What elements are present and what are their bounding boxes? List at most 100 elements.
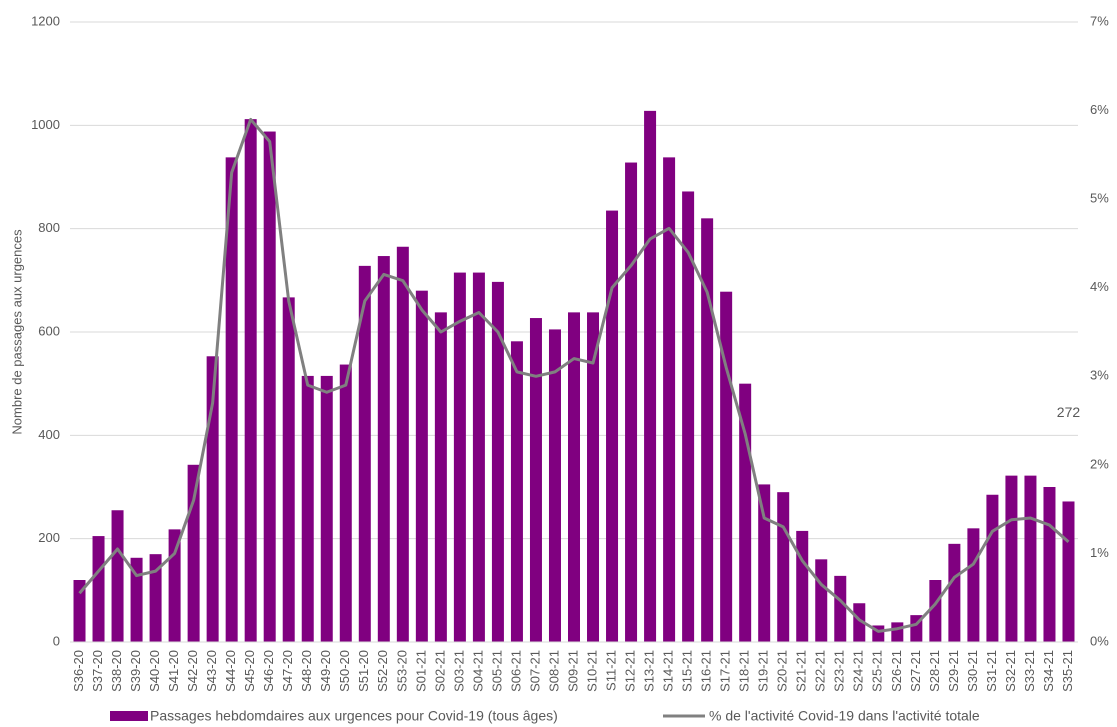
- bar: [491, 281, 504, 642]
- x-tick-label: S36-20: [71, 650, 86, 692]
- x-tick-label: S26-21: [889, 650, 904, 692]
- x-tick-label: S37-20: [90, 650, 105, 692]
- x-tick-label: S30-21: [965, 650, 980, 692]
- bar: [168, 529, 181, 642]
- bar: [777, 492, 790, 642]
- y-tick-label: 400: [38, 427, 60, 442]
- bar: [853, 603, 866, 642]
- x-tick-label: S25-21: [870, 650, 885, 692]
- x-tick-label: S01-21: [413, 650, 428, 692]
- x-tick-label: S27-21: [908, 650, 923, 692]
- x-tick-label: S35-21: [1060, 650, 1075, 692]
- x-tick-label: S04-21: [470, 650, 485, 692]
- bar: [377, 256, 390, 642]
- x-tick-label: S48-20: [299, 650, 314, 692]
- data-label: 272: [1057, 404, 1081, 420]
- x-tick-label: S43-20: [204, 650, 219, 692]
- x-tick-label: S31-21: [984, 650, 999, 692]
- bar: [415, 290, 428, 642]
- x-tick-label: S32-21: [1003, 650, 1018, 692]
- x-tick-label: S12-21: [622, 650, 637, 692]
- bar: [339, 364, 352, 642]
- x-tick-label: S11-21: [603, 650, 618, 691]
- x-tick-label: S29-21: [946, 650, 961, 692]
- bar: [92, 536, 105, 642]
- x-tick-label: S44-20: [223, 650, 238, 692]
- x-tick-label: S33-21: [1022, 650, 1037, 692]
- bar: [149, 554, 162, 642]
- bar: [986, 494, 999, 642]
- bar: [834, 575, 847, 642]
- y2-tick-label: 7%: [1090, 13, 1109, 28]
- x-tick-label: S10-21: [584, 650, 599, 692]
- bar: [606, 210, 619, 643]
- x-tick-label: S18-21: [737, 650, 752, 692]
- bar: [187, 464, 200, 642]
- y-tick-label: 800: [38, 220, 60, 235]
- x-tick-label: S20-21: [775, 650, 790, 692]
- y2-tick-label: 6%: [1090, 102, 1109, 117]
- bar: [434, 312, 447, 642]
- x-tick-label: S13-21: [642, 650, 657, 692]
- x-tick-label: S41-20: [166, 650, 181, 692]
- bar: [1062, 501, 1075, 642]
- x-tick-label: S53-20: [394, 650, 409, 692]
- x-tick-label: S42-20: [185, 650, 200, 692]
- bar: [358, 265, 371, 642]
- legend-swatch: [110, 711, 148, 721]
- x-tick-label: S19-21: [756, 650, 771, 692]
- y-tick-label: 1200: [31, 13, 60, 28]
- x-tick-label: S21-21: [794, 650, 809, 692]
- bar: [815, 559, 828, 642]
- bar: [644, 110, 657, 642]
- x-tick-label: S45-20: [242, 650, 257, 692]
- bar: [510, 341, 523, 642]
- bar: [967, 528, 980, 642]
- x-tick-label: S47-20: [280, 650, 295, 692]
- y2-tick-label: 2%: [1090, 456, 1109, 471]
- bar: [320, 375, 333, 642]
- y2-tick-label: 1%: [1090, 545, 1109, 560]
- bar: [1005, 475, 1018, 642]
- bar: [1024, 475, 1037, 642]
- y-axis-title: Nombre de passages aux urgences: [9, 229, 24, 435]
- x-tick-label: S28-21: [927, 650, 942, 692]
- bar: [587, 312, 600, 642]
- x-tick-label: S02-21: [432, 650, 447, 692]
- bar: [263, 131, 276, 643]
- x-tick-label: S38-20: [109, 650, 124, 692]
- y-tick-label: 600: [38, 323, 60, 338]
- y2-tick-label: 0%: [1090, 633, 1109, 648]
- bar: [720, 291, 733, 642]
- x-tick-label: S39-20: [128, 650, 143, 692]
- x-tick-label: S24-21: [851, 650, 866, 692]
- legend-label: Passages hebdomdaires aux urgences pour …: [150, 708, 558, 724]
- bar: [568, 312, 580, 642]
- x-tick-label: S09-21: [565, 650, 580, 692]
- x-tick-label: S51-20: [356, 650, 371, 692]
- bar: [1043, 487, 1056, 642]
- x-tick-label: S17-21: [718, 650, 733, 692]
- y2-tick-label: 4%: [1090, 279, 1109, 294]
- bar: [396, 246, 409, 642]
- bar: [529, 318, 542, 642]
- x-tick-label: S52-20: [375, 650, 390, 692]
- bar: [225, 157, 238, 642]
- x-tick-label: S34-21: [1041, 650, 1056, 692]
- bar: [73, 580, 86, 642]
- x-tick-label: S07-21: [527, 650, 542, 692]
- x-tick-label: S06-21: [508, 650, 523, 692]
- bar: [130, 557, 143, 642]
- bar: [548, 329, 561, 642]
- bar: [948, 543, 961, 642]
- bar: [758, 484, 771, 642]
- line: [78, 117, 1070, 633]
- x-tick-label: S22-21: [813, 650, 828, 692]
- x-tick-label: S49-20: [318, 650, 333, 692]
- y-tick-label: 200: [38, 530, 60, 545]
- bar: [244, 119, 257, 643]
- x-tick-label: S40-20: [147, 650, 162, 692]
- x-tick-label: S23-21: [832, 650, 847, 692]
- y2-tick-label: 5%: [1090, 191, 1109, 206]
